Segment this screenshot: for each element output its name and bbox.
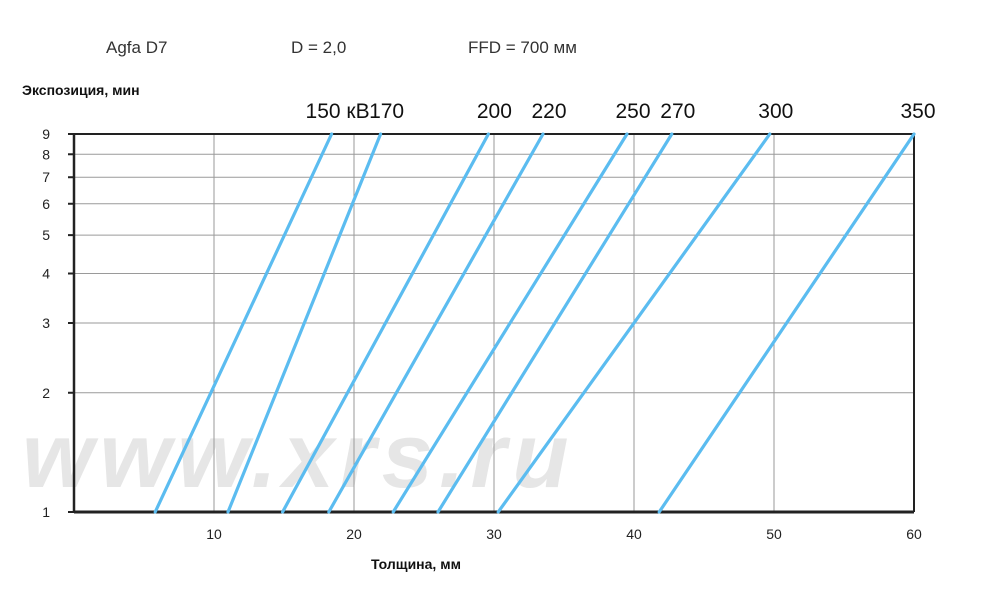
- x-tick-label-30: 30: [486, 526, 502, 542]
- series-label-7: 350: [900, 100, 935, 123]
- y-tick-label-3: 3: [42, 315, 50, 331]
- series-label-1: 170: [369, 100, 404, 123]
- x-tick-label-60: 60: [906, 526, 922, 542]
- series-label-5: 270: [660, 100, 695, 123]
- series-label-3: 220: [531, 100, 566, 123]
- series-line-5: [436, 132, 674, 514]
- x-tick-label-50: 50: [766, 526, 782, 542]
- y-tick-label-8: 8: [42, 146, 50, 162]
- ffd-label: FFD = 700 мм: [468, 38, 577, 57]
- watermark: www.xrs.ru: [22, 405, 575, 507]
- series-line-2: [281, 132, 490, 514]
- film-label: Agfa D7: [106, 38, 168, 57]
- series-label-6: 300: [758, 100, 793, 123]
- y-tick-label-6: 6: [42, 196, 50, 212]
- y-tick-label-7: 7: [42, 169, 50, 185]
- series-line-4: [391, 132, 629, 514]
- tick-labels: 1 2 3 4 5 6 7 8 9 10 20 30 40 50 60: [42, 126, 922, 542]
- series-label-2: 200: [477, 100, 512, 123]
- y-tick-label-9: 9: [42, 126, 50, 142]
- axes: [68, 133, 915, 514]
- y-tick-label-5: 5: [42, 227, 50, 243]
- series-line-7: [657, 132, 916, 514]
- series-label-4: 250: [615, 100, 650, 123]
- series-line-1: [226, 132, 383, 514]
- series-labels: 150 кВ 170 200 220 250 270 300 350: [306, 100, 936, 123]
- density-label: D = 2,0: [291, 38, 347, 57]
- y-tick-label-4: 4: [42, 266, 50, 282]
- y-tick-label-1: 1: [42, 504, 50, 520]
- y-axis-title: Экспозиция, мин: [22, 82, 140, 98]
- y-tick-label-2: 2: [42, 385, 50, 401]
- series-label-0: 150 кВ: [306, 100, 370, 123]
- x-axis-title: Толщина, мм: [371, 556, 461, 572]
- x-tick-label-20: 20: [346, 526, 362, 542]
- x-tick-label-10: 10: [206, 526, 222, 542]
- series-line-3: [327, 132, 545, 514]
- series-lines: [153, 132, 916, 514]
- x-tick-label-40: 40: [626, 526, 642, 542]
- series-line-6: [496, 132, 772, 514]
- series-line-0: [153, 132, 334, 514]
